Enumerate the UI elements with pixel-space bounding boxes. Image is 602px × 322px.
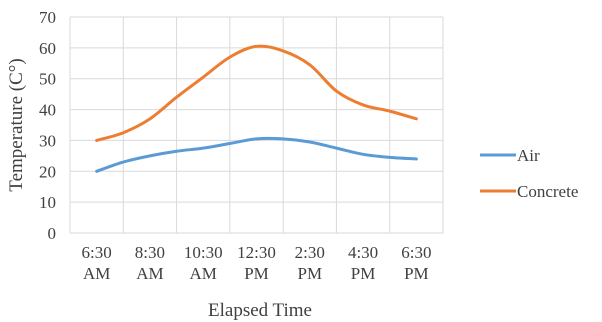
y-axis-title: Temperature (C°)	[6, 58, 27, 191]
series-lines	[95, 44, 418, 173]
legend-label-concrete: Concrete	[517, 182, 578, 201]
y-tick-label: 70	[39, 8, 56, 27]
legend-label-air: Air	[517, 146, 540, 165]
y-tick-label: 10	[39, 193, 56, 212]
x-tick-label: 8:30 AM	[135, 243, 165, 283]
series-line-concrete	[95, 44, 418, 142]
y-tick-label: 50	[39, 70, 56, 89]
y-axis-ticks: 0 10 20 30 40 50 60 70	[39, 8, 56, 243]
legend: Air Concrete	[480, 146, 578, 201]
x-axis-ticks: 6:30 AM 8:30 AM 10:30 AM 12:30 PM 2:30 PM 4:30 PM 6:…	[82, 243, 432, 283]
gridlines	[69, 16, 444, 234]
x-tick-label: 2:30 PM	[295, 243, 325, 283]
x-tick-label: 4:30 PM	[348, 243, 378, 283]
y-tick-label: 0	[48, 224, 57, 243]
series-line-air	[95, 136, 418, 173]
y-tick-label: 30	[39, 131, 56, 150]
x-axis-title: Elapsed Time	[208, 300, 312, 321]
y-tick-label: 20	[39, 162, 56, 181]
x-tick-label: 12:30 PM	[237, 243, 276, 283]
x-tick-label: 6:30 PM	[401, 243, 431, 283]
y-tick-label: 40	[39, 101, 56, 120]
x-tick-label: 10:30 AM	[184, 243, 223, 283]
y-tick-label: 60	[39, 39, 56, 58]
x-tick-label: 6:30 AM	[82, 243, 112, 283]
